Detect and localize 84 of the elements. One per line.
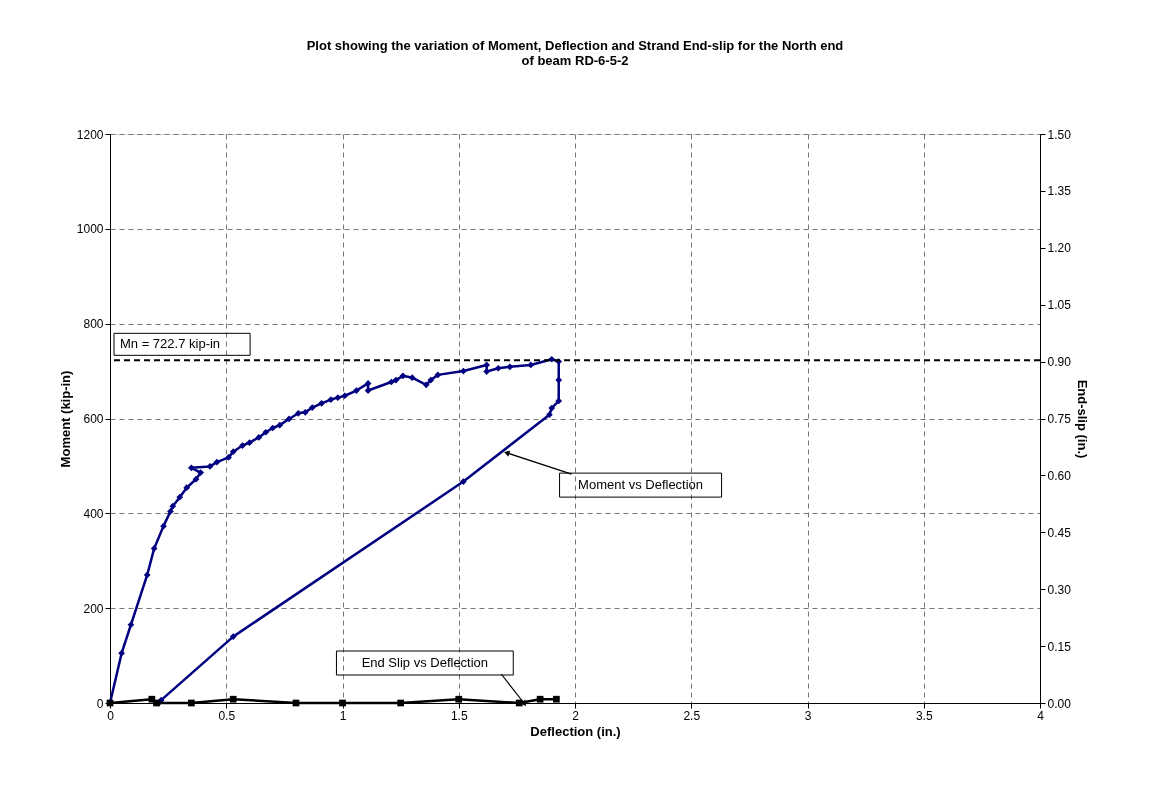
x-tick-label: 0.5 [218, 708, 236, 723]
point [229, 448, 237, 456]
y-axis-title: Moment (kip-in) [57, 370, 73, 468]
point [460, 367, 467, 375]
point [143, 571, 151, 579]
point [255, 434, 263, 441]
y-tick-label: 800 [83, 317, 104, 332]
y2-tick-label: 0.00 [1047, 696, 1072, 711]
point [422, 381, 430, 389]
point [308, 404, 316, 411]
y-tick-label: 0 [96, 696, 104, 711]
point [229, 633, 237, 640]
x-tick-label: 3 [804, 708, 812, 723]
annotation: End Slip vs Deflection [361, 655, 489, 670]
point [555, 376, 563, 384]
point [294, 409, 302, 417]
point [197, 469, 205, 476]
x-tick-label: 0 [107, 708, 115, 723]
x-tick-label: 1 [339, 708, 347, 723]
point [246, 439, 253, 447]
point [225, 454, 232, 461]
y2-tick-label: 0.15 [1047, 639, 1072, 654]
point [169, 502, 177, 510]
point [527, 361, 535, 369]
point [318, 399, 325, 407]
point [118, 649, 125, 657]
point [483, 361, 490, 369]
point [269, 424, 277, 432]
point [188, 464, 195, 472]
point [341, 392, 349, 400]
y-tick-label: 1200 [76, 127, 104, 142]
point [239, 442, 246, 449]
y-tick-label: 200 [83, 601, 104, 616]
point [176, 493, 184, 501]
y2-tick-label: 0.30 [1047, 582, 1072, 597]
y-tick-label: 400 [83, 506, 104, 521]
point [427, 376, 435, 384]
point [434, 371, 442, 379]
chart-title: Plot showing the variation of Moment, Deflection and Strand End-slip for the North end of beam RD-6-5-2 [306, 38, 844, 68]
point [127, 621, 135, 629]
point [387, 378, 395, 386]
point [494, 364, 502, 372]
y2-tick-label: 0.60 [1047, 468, 1072, 483]
y2-tick-label: 0.75 [1047, 412, 1072, 426]
y2-axis-title: End-slip (in.) [1074, 379, 1090, 459]
point [285, 415, 293, 423]
point [213, 458, 221, 466]
point [546, 411, 553, 419]
point [460, 478, 467, 485]
point [548, 404, 556, 412]
y2-tick-label: 1.35 [1047, 184, 1072, 199]
point [408, 374, 416, 382]
x-tick-label: 2.5 [683, 708, 701, 723]
point [399, 372, 407, 380]
y2-tick-label: 0.90 [1047, 355, 1072, 370]
point [506, 363, 514, 371]
point [262, 428, 270, 436]
point [483, 368, 490, 375]
point [192, 475, 200, 483]
x-tick-label: 1.5 [450, 708, 468, 723]
y2-tick-label: 0.45 [1047, 525, 1072, 540]
point [555, 397, 563, 405]
point [353, 387, 360, 394]
point [150, 545, 158, 552]
point [301, 408, 309, 416]
point [392, 376, 400, 384]
point [167, 508, 174, 515]
y2-tick-label: 1.20 [1047, 241, 1072, 256]
y2-tick-label: 1.50 [1047, 127, 1072, 142]
point [364, 380, 372, 387]
x-tick-label: 2 [572, 708, 580, 723]
point [160, 522, 167, 530]
x-tick-label: 3.5 [915, 708, 933, 723]
x-axis-title: Deflection (in.) [530, 723, 621, 739]
ref-line-label: Mn = 722.7 kip-in [120, 336, 221, 352]
point [183, 484, 191, 492]
y-tick-label: 600 [83, 412, 104, 426]
y-tick-label: 1000 [76, 222, 104, 237]
point [276, 421, 284, 429]
y2-tick-label: 1.05 [1047, 298, 1072, 313]
point [334, 394, 342, 401]
x-tick-label: 4 [1037, 708, 1045, 723]
point [327, 396, 335, 403]
annotation: Moment vs Deflection [578, 477, 704, 493]
